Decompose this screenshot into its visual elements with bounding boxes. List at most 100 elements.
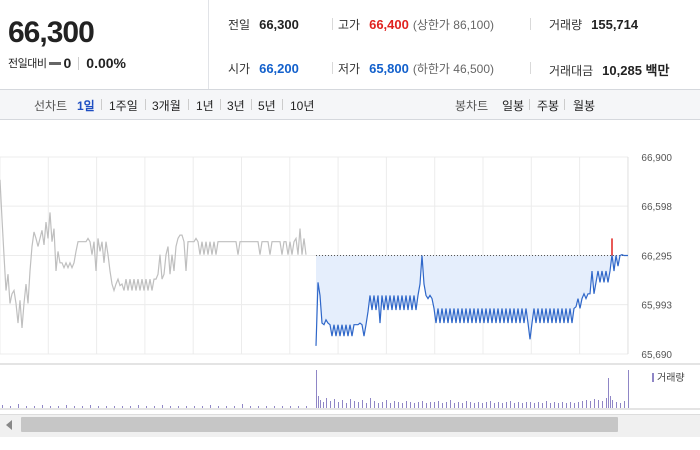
volume-bar bbox=[354, 401, 355, 408]
volume-bar bbox=[290, 406, 291, 408]
open-value: 66,200 bbox=[259, 61, 299, 76]
volume-bar bbox=[106, 406, 107, 408]
trade-amount-label: 거래대금 bbox=[549, 64, 594, 78]
volume-bar bbox=[386, 400, 387, 408]
volume-bar bbox=[342, 400, 343, 408]
volume-bar bbox=[612, 400, 613, 408]
volume-bar bbox=[466, 401, 467, 408]
volume-bar bbox=[274, 406, 275, 408]
change-value: 0 bbox=[63, 55, 72, 71]
today-line bbox=[315, 254, 628, 346]
upper-limit: (상한가 86,100) bbox=[412, 18, 495, 32]
volume-bar bbox=[250, 406, 251, 408]
period-1-year[interactable]: 1년 bbox=[196, 99, 214, 113]
volume-bar bbox=[438, 401, 439, 408]
volume-bar bbox=[502, 403, 503, 408]
change-label: 전일대비 bbox=[8, 58, 47, 70]
period-10-year[interactable]: 10년 bbox=[290, 99, 315, 113]
open-stat: 시가 66,200 bbox=[228, 60, 299, 77]
volume-bar bbox=[346, 403, 347, 408]
toolbar-divider bbox=[564, 99, 565, 110]
current-price: 66,300 bbox=[8, 16, 95, 49]
volume-bar bbox=[610, 396, 611, 408]
volume-bar bbox=[330, 401, 331, 408]
volume-bar bbox=[590, 401, 591, 408]
volume-bar bbox=[50, 406, 51, 408]
period-5-year[interactable]: 5년 bbox=[258, 99, 276, 113]
volume-bar bbox=[226, 406, 227, 408]
trade-amount-stat: 거래대금 10,285 백만 bbox=[549, 60, 669, 79]
volume-bar bbox=[114, 406, 115, 408]
volume-bar bbox=[458, 402, 459, 408]
candle-monthly[interactable]: 월봉 bbox=[573, 99, 596, 113]
volume-bar bbox=[374, 401, 375, 408]
volume-stat: 거래량 155,714 bbox=[549, 16, 638, 33]
volume-bar bbox=[450, 400, 451, 408]
period-1-day[interactable]: 1일 bbox=[77, 99, 95, 113]
volume-bar bbox=[430, 402, 431, 408]
volume-value: 155,714 bbox=[591, 17, 639, 32]
volume-bar bbox=[58, 406, 59, 408]
volume-bar bbox=[628, 370, 629, 408]
volume-bar bbox=[446, 402, 447, 408]
volume-bar bbox=[510, 401, 511, 408]
volume-bar bbox=[578, 402, 579, 408]
volume-bar bbox=[550, 403, 551, 408]
y-axis-ticks: 66,900 66,598 66,295 65,993 65,690 bbox=[641, 153, 672, 361]
volume-bar bbox=[370, 398, 371, 408]
toolbar-divider bbox=[188, 99, 189, 110]
candle-daily[interactable]: 일봉 bbox=[502, 99, 525, 113]
volume-bar bbox=[586, 400, 587, 408]
toolbar-divider bbox=[101, 99, 102, 110]
volume-bar bbox=[624, 401, 625, 408]
volume-bar bbox=[534, 403, 535, 408]
volume-bar bbox=[562, 402, 563, 408]
candle-weekly[interactable]: 주봉 bbox=[537, 99, 560, 113]
volume-bar bbox=[350, 399, 351, 408]
stat-divider bbox=[332, 62, 333, 74]
stat-divider bbox=[530, 18, 531, 30]
volume-bar bbox=[402, 403, 403, 408]
y-tick-label: 66,900 bbox=[641, 153, 672, 164]
volume-bar bbox=[242, 404, 243, 408]
volume-label: 거래량 bbox=[549, 18, 583, 32]
period-3-year[interactable]: 3년 bbox=[227, 99, 245, 113]
change-row: 전일대비 0 0.00% bbox=[8, 55, 126, 71]
intraday-price-chart[interactable]: 66,900 66,598 66,295 65,993 65,690 거래량 bbox=[0, 120, 700, 414]
volume-bar bbox=[186, 406, 187, 408]
volume-bar bbox=[494, 403, 495, 408]
volume-bar bbox=[66, 405, 67, 408]
volume-bar bbox=[320, 400, 321, 408]
previous-day-price-line bbox=[0, 179, 307, 329]
volume-bar bbox=[454, 403, 455, 408]
volume-bar bbox=[34, 406, 35, 408]
volume-bar bbox=[202, 406, 203, 408]
stock-summary-panel: 66,300 전일대비 0 0.00% 전일 66,300 고가 66,400 … bbox=[0, 0, 700, 90]
volume-bar bbox=[608, 378, 609, 408]
volume-bar bbox=[546, 401, 547, 408]
open-label: 시가 bbox=[228, 62, 251, 76]
prev-day-line bbox=[0, 179, 307, 329]
scrollbar-thumb[interactable] bbox=[21, 417, 618, 432]
volume-bar bbox=[462, 403, 463, 408]
volume-bar bbox=[482, 403, 483, 408]
scroll-left-arrow-icon[interactable] bbox=[6, 420, 12, 430]
volume-bar bbox=[570, 402, 571, 408]
volume-bar bbox=[218, 406, 219, 408]
volume-bar bbox=[620, 403, 621, 408]
volume-bar bbox=[498, 402, 499, 408]
volume-bar bbox=[514, 403, 515, 408]
prev-close-stat: 전일 66,300 bbox=[228, 16, 299, 33]
volume-bar bbox=[422, 401, 423, 408]
high-label: 고가 bbox=[338, 18, 361, 32]
volume-bar bbox=[526, 402, 527, 408]
volume-bars bbox=[2, 370, 629, 408]
y-tick-label: 65,993 bbox=[641, 301, 672, 312]
volume-bar bbox=[582, 401, 583, 408]
volume-bar bbox=[26, 406, 27, 408]
volume-bar bbox=[18, 404, 19, 408]
today-area-fill bbox=[316, 254, 628, 346]
period-3-month[interactable]: 3개월 bbox=[152, 99, 181, 113]
volume-legend: 거래량 bbox=[652, 372, 685, 384]
period-1-week[interactable]: 1주일 bbox=[109, 99, 138, 113]
